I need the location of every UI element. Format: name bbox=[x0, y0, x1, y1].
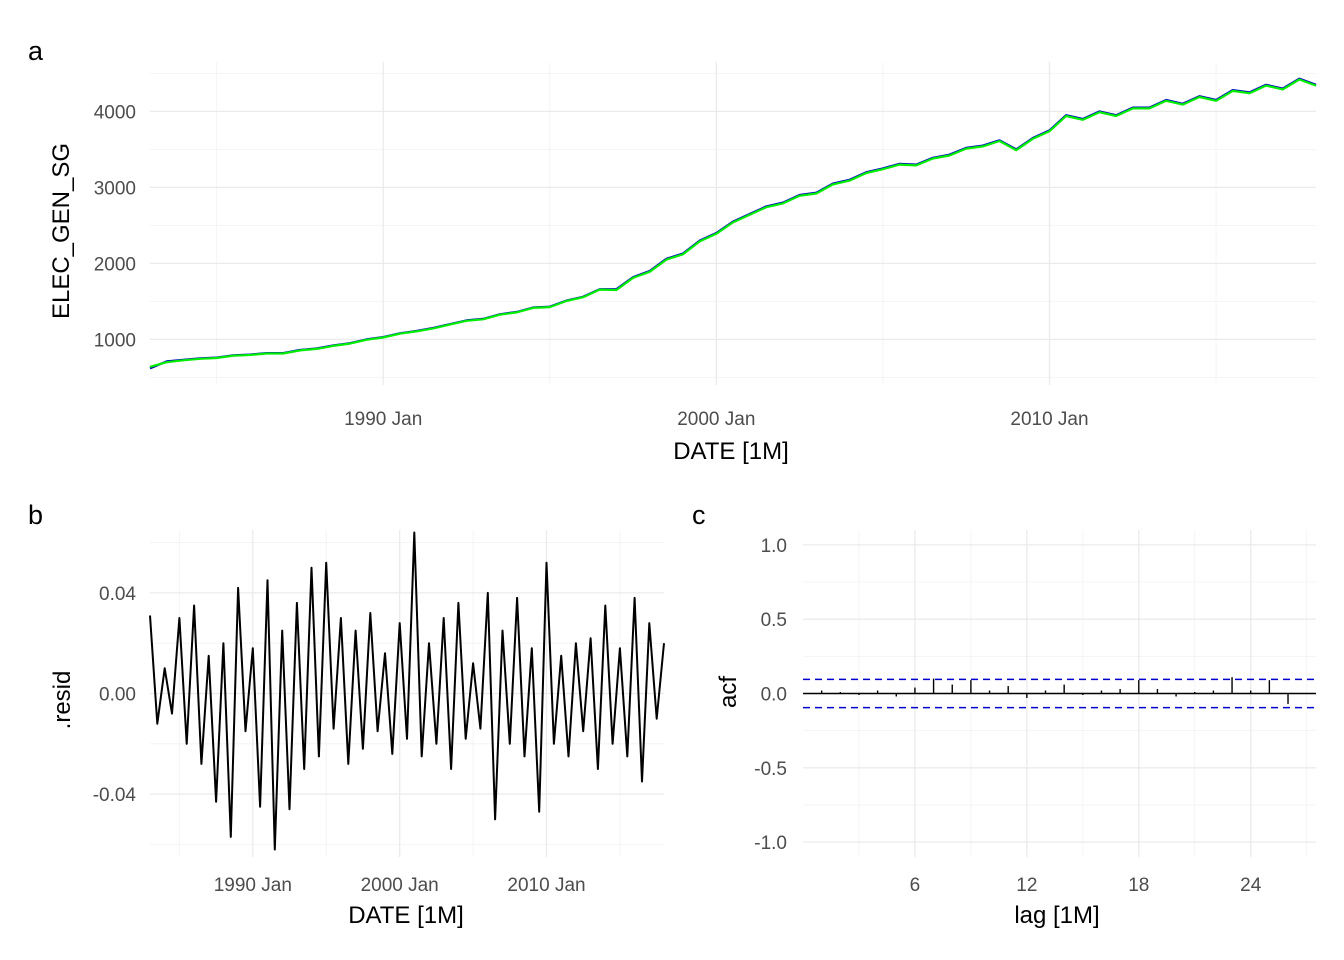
panel-c-x-axis-label: lag [1M] bbox=[1014, 902, 1099, 929]
panel-c-y-tick-label: 0.5 bbox=[761, 610, 787, 631]
panel-b-series bbox=[149, 531, 665, 851]
panel-c-chart: 6 12 18 24 -1.0 -0.5 0.0 0.5 1.0 lag [1M] acf bbox=[715, 530, 1316, 929]
panel-b-y-tick-label: 0.04 bbox=[99, 584, 136, 605]
panel-b-x-tick-label: 2000 Jan bbox=[361, 875, 439, 896]
panel-c-y-tick-label: -1.0 bbox=[754, 833, 787, 854]
panel-a-y-tick-label: 4000 bbox=[94, 102, 136, 123]
panel-a-y-tick-label: 3000 bbox=[94, 178, 136, 199]
panel-c-x-tick-label: 6 bbox=[910, 875, 921, 896]
panel-a-series-line bbox=[149, 78, 1317, 368]
panel-b-ticks: 1990 Jan 2000 Jan 2010 Jan -0.04 0.00 0.04 bbox=[93, 584, 586, 896]
panel-tag-c: c bbox=[692, 500, 706, 530]
panel-b-x-tick-label: 2010 Jan bbox=[507, 875, 585, 896]
panel-b-x-axis-label: DATE [1M] bbox=[348, 902, 464, 929]
panel-a-chart: 1990 Jan 2000 Jan 2010 Jan 1000 2000 3000 4000… bbox=[48, 62, 1317, 465]
panel-b-y-axis-label: .resid bbox=[49, 671, 76, 730]
panel-c-ticks: 6 12 18 24 -1.0 -0.5 0.0 0.5 1.0 bbox=[754, 536, 1261, 896]
panel-a-grid bbox=[150, 62, 1316, 385]
panel-a-y-axis-label: ELEC_GEN_SG bbox=[48, 143, 75, 319]
panel-c-x-tick-label: 18 bbox=[1128, 875, 1149, 896]
panel-a-x-tick-label: 1990 Jan bbox=[344, 409, 422, 430]
panel-a-series bbox=[149, 77, 1317, 370]
panel-a-y-tick-label: 1000 bbox=[94, 330, 136, 351]
panel-b-y-tick-label: -0.04 bbox=[93, 785, 137, 806]
panel-a-x-tick-label: 2000 Jan bbox=[677, 409, 755, 430]
panel-c-bars bbox=[803, 677, 1316, 709]
panel-b-chart: 1990 Jan 2000 Jan 2010 Jan -0.04 0.00 0.04 DA… bbox=[49, 530, 665, 929]
panel-a-x-tick-label: 2010 Jan bbox=[1010, 409, 1088, 430]
panel-tag-a: a bbox=[28, 36, 44, 66]
panel-a-y-tick-label: 2000 bbox=[94, 254, 136, 275]
panel-b-x-tick-label: 1990 Jan bbox=[214, 875, 292, 896]
panel-b-y-tick-label: 0.00 bbox=[99, 685, 136, 706]
panel-c-y-tick-label: -0.5 bbox=[754, 759, 787, 780]
panel-c-x-tick-label: 12 bbox=[1016, 875, 1037, 896]
panel-tag-b: b bbox=[28, 500, 43, 530]
panel-b-series-line bbox=[149, 531, 665, 851]
panel-c-y-tick-label: 0.0 bbox=[761, 685, 787, 706]
panel-c-y-tick-label: 1.0 bbox=[761, 536, 787, 557]
panel-a-ticks: 1990 Jan 2000 Jan 2010 Jan 1000 2000 3000 4000 bbox=[94, 102, 1089, 430]
panel-b-grid bbox=[150, 530, 664, 857]
panel-a-x-axis-label: DATE [1M] bbox=[673, 438, 789, 465]
panel-c-y-axis-label: acf bbox=[715, 676, 742, 708]
panel-c-x-tick-label: 24 bbox=[1240, 875, 1262, 896]
